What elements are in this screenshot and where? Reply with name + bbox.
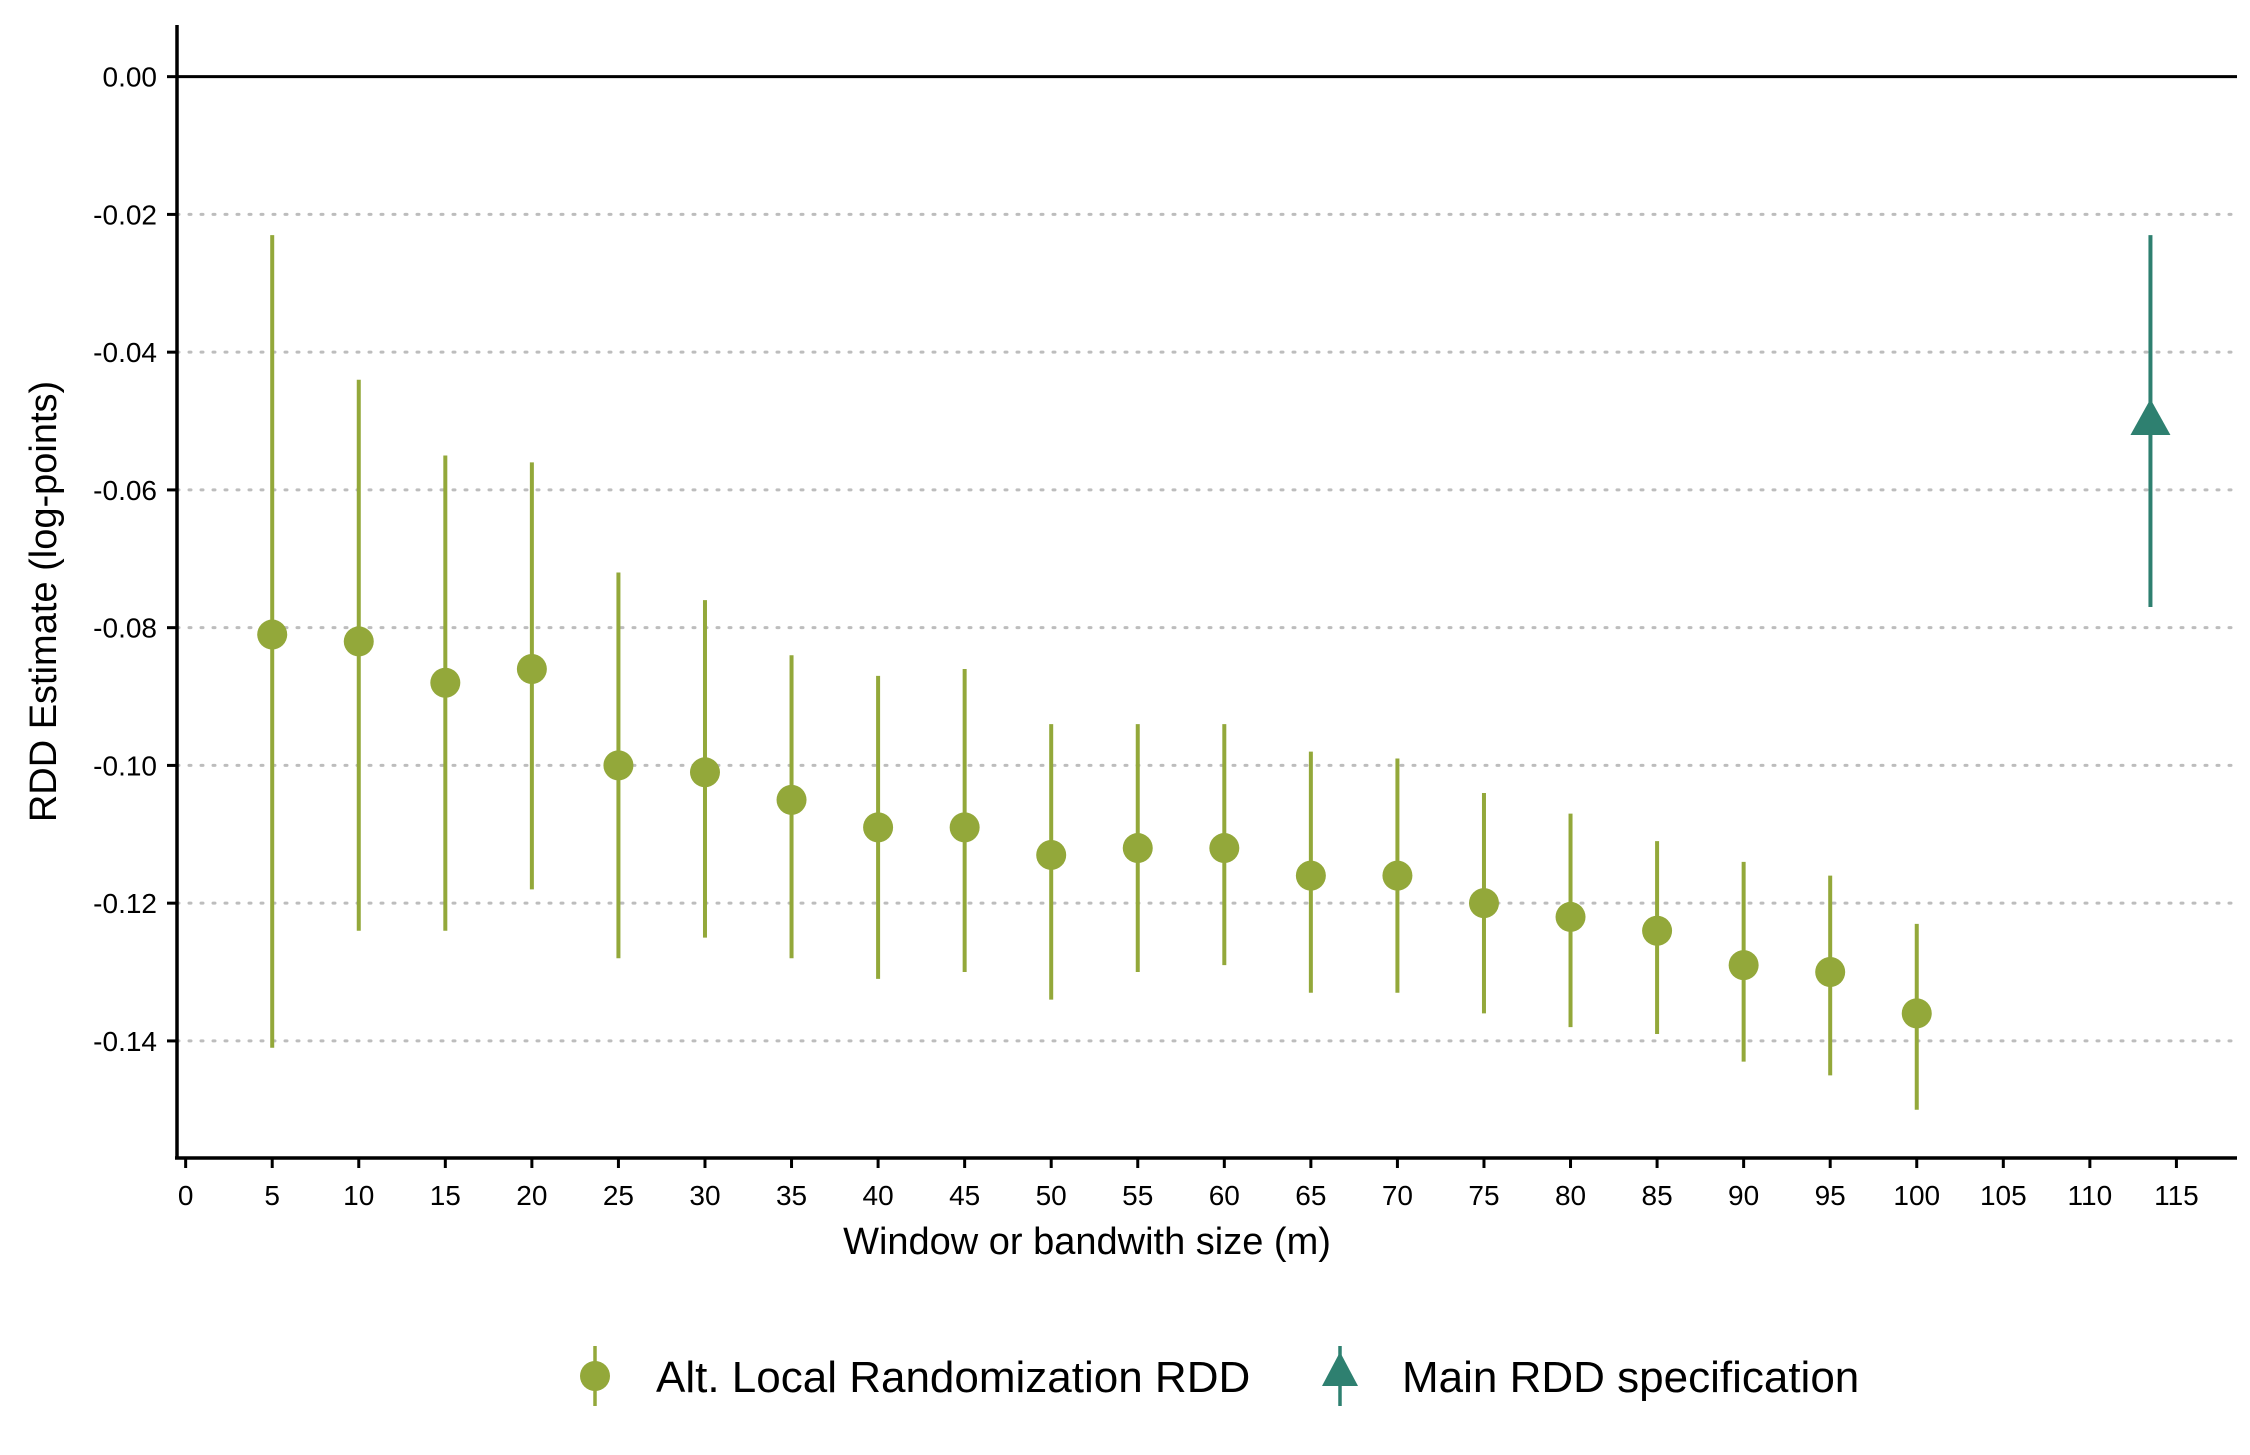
point-marker-circle xyxy=(430,667,461,698)
x-tick-label: 85 xyxy=(1642,1180,1673,1211)
data-series xyxy=(257,235,2171,1110)
legend-label-main-rdd: Main RDD specification xyxy=(1402,1353,1859,1402)
legend-circle-icon xyxy=(580,1361,610,1391)
point-marker-circle xyxy=(1036,839,1067,870)
x-tick-label: 110 xyxy=(2068,1180,2113,1211)
y-tick-label: -0.02 xyxy=(93,199,157,230)
point-marker-circle xyxy=(689,757,720,788)
x-axis-ticks: 0 5 10 15 20 25 30 35 40 45 50 55 60 65 70 75 80 85 90 95 10… xyxy=(178,1158,2199,1211)
x-tick-label: 60 xyxy=(1209,1180,1240,1211)
point-marker-circle xyxy=(343,626,374,657)
point-marker-triangle xyxy=(2130,399,2171,436)
x-axis-title: Window or bandwith size (m) xyxy=(843,1221,1331,1263)
axes xyxy=(175,25,2237,1160)
y-axis-ticks: 0.00 -0.02 -0.04 -0.06 -0.08 -0.10 -0.12 -0.14 xyxy=(93,62,177,1057)
point-marker-circle xyxy=(1295,860,1326,891)
x-tick-label: 90 xyxy=(1728,1180,1759,1211)
x-tick-label: 105 xyxy=(1980,1180,2027,1211)
point-marker-circle xyxy=(1382,860,1413,891)
x-tick-label: 75 xyxy=(1468,1180,1499,1211)
y-tick-label: -0.06 xyxy=(93,475,157,506)
legend-item-alt-local-randomization: Alt. Local Randomization RDD xyxy=(580,1346,1250,1406)
x-tick-label: 100 xyxy=(1893,1180,1940,1211)
x-tick-label: 5 xyxy=(264,1180,280,1211)
y-tick-label: -0.14 xyxy=(93,1026,157,1057)
y-axis-title: RDD Estimate (log-points) xyxy=(23,381,65,822)
y-tick-label: -0.08 xyxy=(93,613,157,644)
y-tick-label: 0.00 xyxy=(103,62,158,93)
x-tick-label: 25 xyxy=(603,1180,634,1211)
legend-item-main-rdd: Main RDD specification xyxy=(1322,1346,1859,1406)
series-main-rdd xyxy=(2130,235,2171,607)
x-tick-label: 70 xyxy=(1382,1180,1413,1211)
point-marker-circle xyxy=(949,812,980,843)
point-marker-circle xyxy=(1209,833,1240,864)
point-marker-circle xyxy=(1642,915,1673,946)
x-tick-label: 95 xyxy=(1815,1180,1846,1211)
point-marker-circle xyxy=(516,653,547,684)
point-marker-circle xyxy=(776,784,807,815)
legend-triangle-icon xyxy=(1322,1352,1358,1386)
x-tick-label: 15 xyxy=(430,1180,461,1211)
grid-lines xyxy=(175,212,2239,1043)
x-tick-label: 115 xyxy=(2154,1180,2199,1211)
x-tick-label: 20 xyxy=(516,1180,547,1211)
y-tick-label: -0.12 xyxy=(93,888,157,919)
point-marker-circle xyxy=(1728,950,1759,981)
x-tick-label: 10 xyxy=(343,1180,374,1211)
point-marker-circle xyxy=(257,619,288,650)
y-tick-label: -0.10 xyxy=(93,750,157,781)
series-alt-local-randomization xyxy=(257,235,1932,1110)
y-tick-label: -0.04 xyxy=(93,337,157,368)
x-tick-label: 0 xyxy=(178,1180,194,1211)
x-tick-label: 80 xyxy=(1555,1180,1586,1211)
x-tick-label: 40 xyxy=(863,1180,894,1211)
x-tick-label: 55 xyxy=(1122,1180,1153,1211)
x-tick-label: 35 xyxy=(776,1180,807,1211)
point-marker-circle xyxy=(863,812,894,843)
point-marker-circle xyxy=(1901,998,1932,1029)
point-marker-circle xyxy=(1815,957,1846,988)
point-marker-circle xyxy=(1122,833,1153,864)
point-marker-circle xyxy=(603,750,634,781)
x-tick-label: 50 xyxy=(1036,1180,1067,1211)
x-tick-label: 65 xyxy=(1295,1180,1326,1211)
x-tick-label: 30 xyxy=(689,1180,720,1211)
x-tick-label: 45 xyxy=(949,1180,980,1211)
point-marker-circle xyxy=(1555,901,1586,932)
point-marker-circle xyxy=(1468,888,1499,919)
legend-label-alt-local-randomization: Alt. Local Randomization RDD xyxy=(656,1353,1250,1402)
legend: Alt. Local Randomization RDD Main RDD sp… xyxy=(580,1346,1859,1406)
